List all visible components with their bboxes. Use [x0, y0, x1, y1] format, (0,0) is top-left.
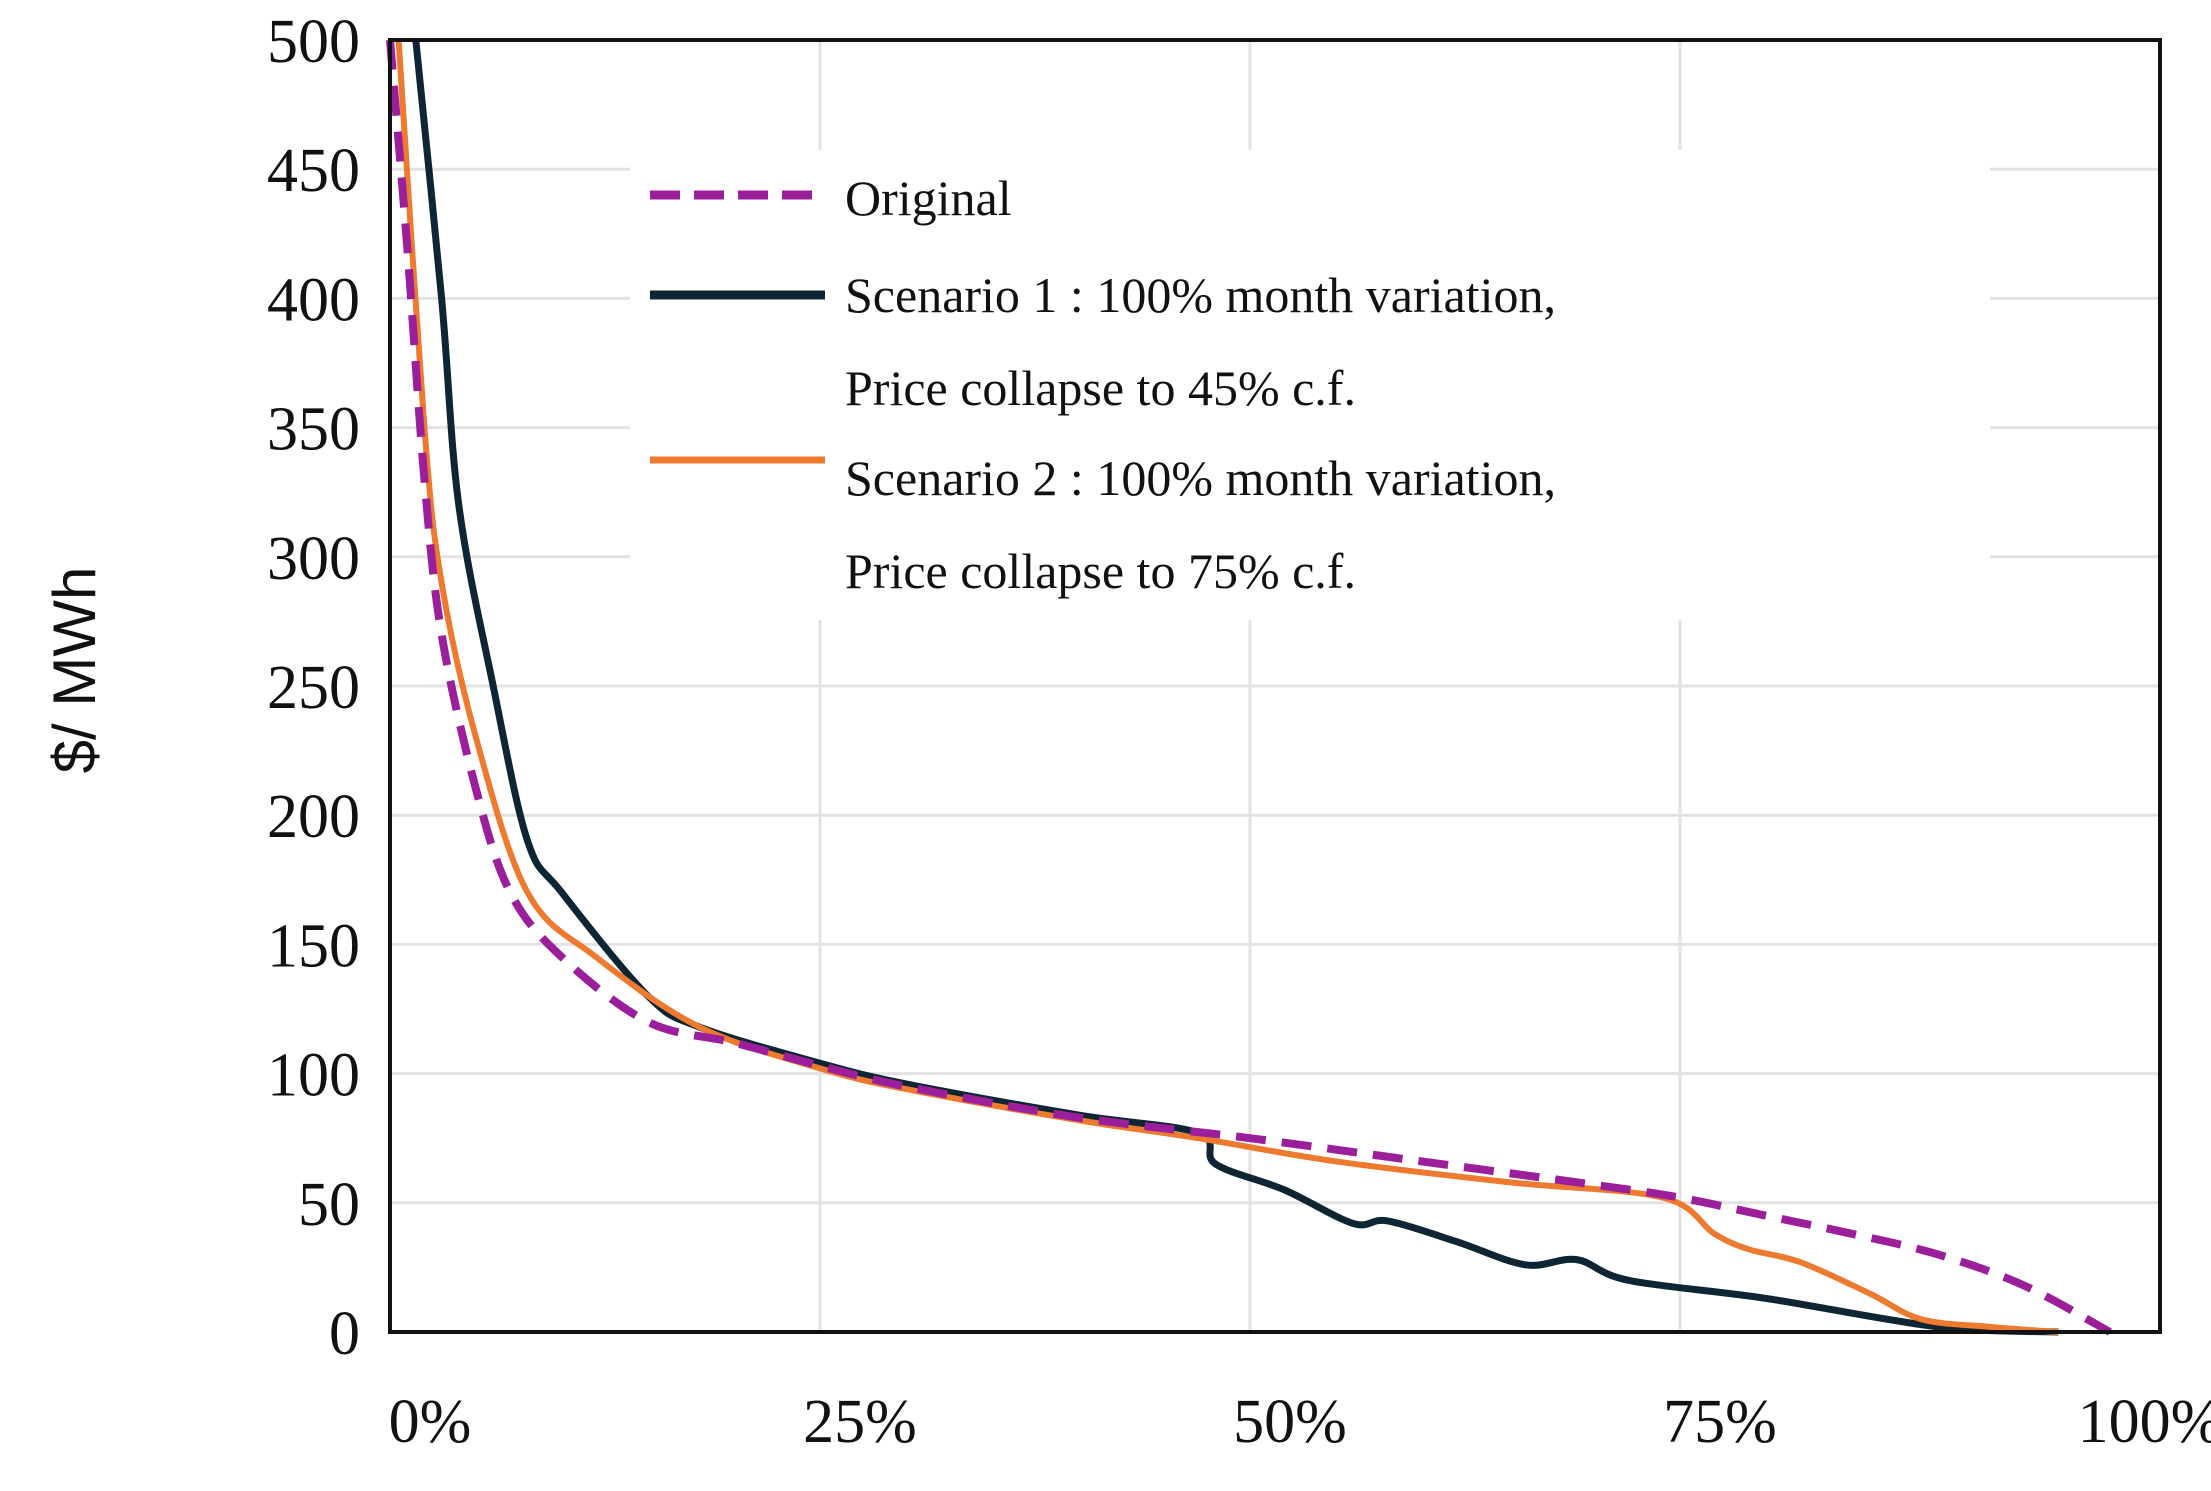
x-tick-label: 50% [1233, 1388, 1347, 1456]
y-tick-label: 150 [267, 912, 360, 980]
x-tick-label: 25% [803, 1388, 917, 1456]
legend-label-original: Original [845, 170, 1012, 226]
legend-label-scenario-2-line1: Scenario 2 : 100% month variation, [845, 450, 1556, 506]
legend-label-scenario-2-line2: Price collapse to 75% c.f. [845, 543, 1356, 599]
y-axis-title: $/ MWh [41, 567, 108, 774]
y-tick-label: 450 [267, 137, 360, 205]
y-tick-label: 50 [298, 1171, 360, 1239]
series-line-0 [386, 39, 2112, 1336]
y-tick-label: 200 [267, 783, 360, 851]
y-tick-label: 250 [267, 654, 360, 722]
x-tick-label: 100% [2078, 1388, 2211, 1456]
x-tick-label: 0% [389, 1388, 472, 1456]
x-tick-label: 75% [1663, 1388, 1777, 1456]
plot-frame [388, 38, 2162, 1334]
y-axis-ticks: 0 50 100 150 200 250 300 350 400 450 500 [267, 8, 360, 1368]
legend-background [630, 150, 1990, 620]
y-tick-label: 400 [267, 266, 360, 334]
y-tick-label: 350 [267, 396, 360, 464]
x-axis-ticks: 0% 25% 50% 75% 100% [389, 1388, 2211, 1456]
y-tick-label: 500 [267, 8, 360, 76]
y-tick-label: 300 [267, 525, 360, 593]
data-series [386, 39, 2112, 1336]
legend-label-scenario-1-line2: Price collapse to 45% c.f. [845, 360, 1356, 416]
y-tick-label: 0 [329, 1300, 360, 1368]
legend: Original Scenario 1 : 100% month variati… [630, 150, 1990, 620]
legend-label-scenario-1-line1: Scenario 1 : 100% month variation, [845, 267, 1556, 323]
y-tick-label: 100 [267, 1042, 360, 1110]
